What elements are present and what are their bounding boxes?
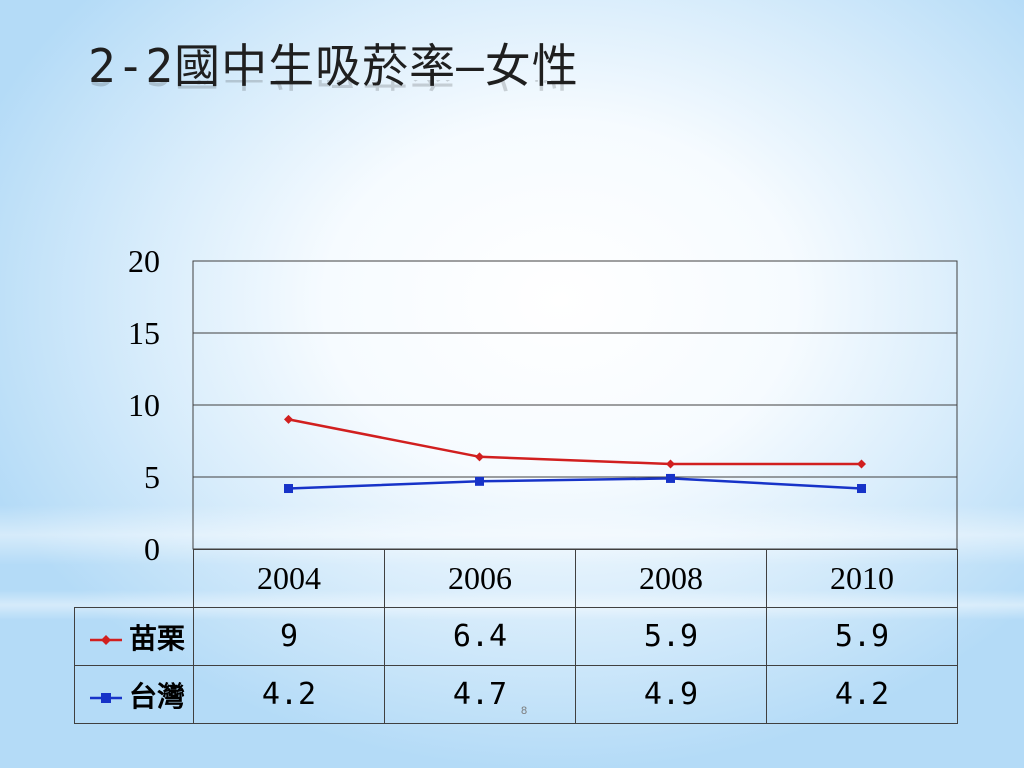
data-table: 2004 2006 2008 2010 苗栗 9 6.4 5.9 5.9 台灣 … — [74, 549, 958, 724]
y-tick-label: 20 — [128, 243, 160, 279]
data-point — [666, 473, 675, 483]
y-tick-label: 5 — [144, 459, 160, 495]
x-tick-label: 2006 — [384, 549, 576, 608]
slide-title: 2-2國中生吸菸率—女性 — [88, 39, 579, 93]
data-point — [284, 484, 293, 494]
data-label: 4.2 — [766, 665, 958, 724]
table-row: 苗栗 9 6.4 5.9 5.9 — [74, 607, 958, 666]
data-label: 5.9 — [766, 607, 958, 666]
blue-square-line-icon — [89, 692, 122, 703]
table-corner — [74, 549, 194, 608]
data-point — [857, 459, 866, 469]
data-point — [475, 476, 484, 486]
series-line — [288, 418, 862, 466]
red-diamond-line-icon — [89, 634, 122, 645]
chart-gridlines — [192, 260, 958, 550]
legend-entry-miaoli: 苗栗 — [74, 607, 194, 666]
chart-series — [284, 414, 866, 494]
data-label: 6.4 — [384, 607, 576, 666]
x-tick-label: 2008 — [575, 549, 767, 608]
x-tick-label: 2010 — [766, 549, 958, 608]
legend-label: 苗栗 — [128, 621, 185, 655]
series-line — [288, 477, 862, 490]
data-point — [475, 452, 484, 462]
table-header-row: 2004 2006 2008 2010 — [74, 549, 958, 608]
data-label: 4.2 — [193, 665, 385, 724]
data-label: 4.9 — [575, 665, 767, 724]
y-tick-label: 10 — [128, 387, 160, 423]
page-number: 8 — [521, 705, 528, 717]
legend-label: 台灣 — [128, 679, 185, 713]
data-label: 9 — [193, 607, 385, 666]
legend-entry-taiwan: 台灣 — [74, 665, 194, 724]
table-row: 台灣 4.2 4.7 4.9 4.2 — [74, 665, 958, 724]
data-point — [666, 459, 675, 469]
data-point — [857, 484, 866, 494]
data-label: 4.7 — [384, 665, 576, 724]
x-tick-label: 2004 — [193, 549, 385, 608]
y-tick-label: 15 — [128, 315, 160, 351]
data-label: 5.9 — [575, 607, 767, 666]
data-point — [284, 414, 293, 424]
